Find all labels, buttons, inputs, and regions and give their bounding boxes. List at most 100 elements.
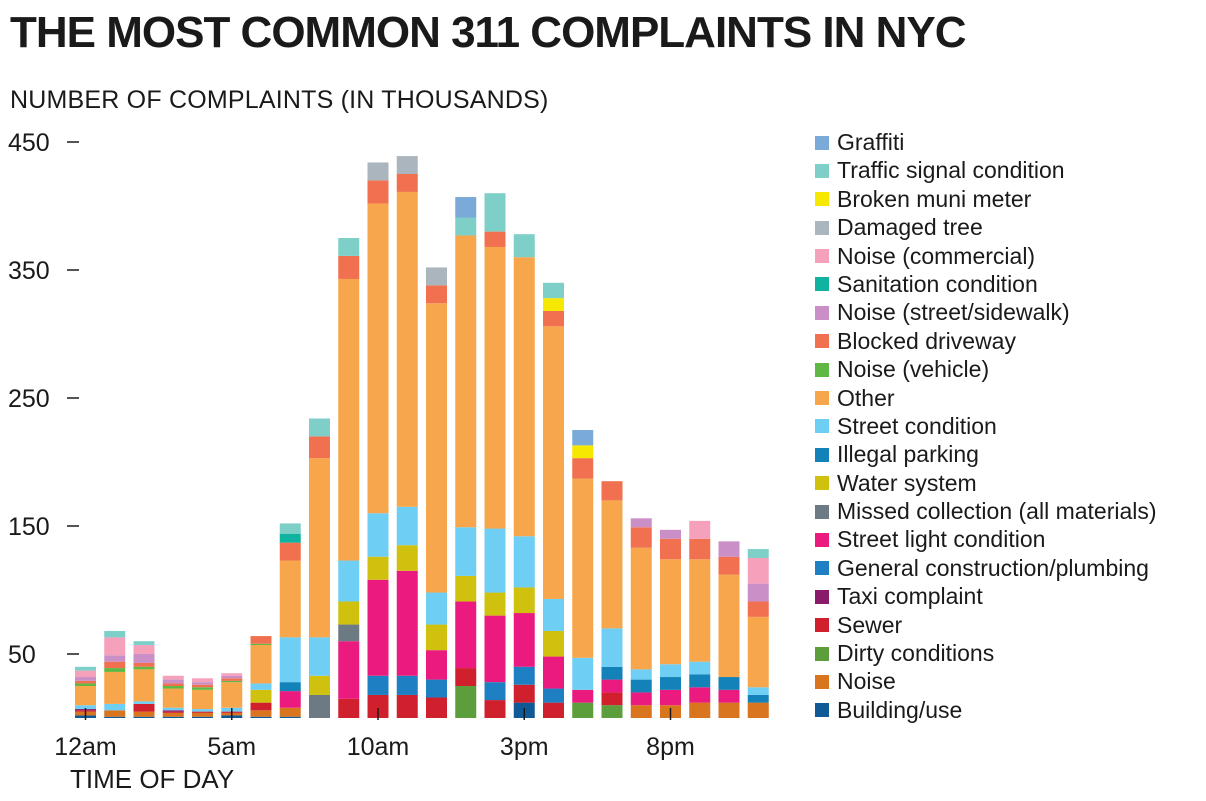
bar-segment xyxy=(572,445,594,459)
bar-segment xyxy=(338,601,360,625)
legend-swatch xyxy=(815,703,829,718)
legend-item: Graffiti xyxy=(815,128,1157,156)
bar-segment xyxy=(396,694,418,718)
legend-swatch xyxy=(815,163,829,178)
bar-segment xyxy=(104,655,126,662)
bar-segment xyxy=(221,678,243,681)
legend-item: Water system xyxy=(815,469,1157,497)
bar-segment xyxy=(104,661,126,669)
bar-segment xyxy=(192,712,213,717)
bar-segment xyxy=(601,628,623,667)
bar-segment xyxy=(309,458,330,638)
bar-segment xyxy=(75,680,96,684)
bar-segment xyxy=(426,592,447,625)
legend-item: Dirty conditions xyxy=(815,639,1157,667)
bar-segment xyxy=(309,637,330,676)
legend-swatch xyxy=(815,419,829,434)
legend-label: Other xyxy=(837,384,895,411)
bar-segment xyxy=(367,675,389,695)
bar-segment xyxy=(133,669,155,702)
bar-segment xyxy=(689,559,711,662)
bar-segment xyxy=(221,675,243,679)
legend-label: Water system xyxy=(837,469,977,496)
bar-segment xyxy=(162,710,184,712)
bar-segment xyxy=(162,688,184,708)
legend-item: Illegal parking xyxy=(815,440,1157,468)
legend-item: Traffic signal condition xyxy=(815,156,1157,184)
bar-segment xyxy=(543,688,564,703)
legend-label: Dirty conditions xyxy=(837,640,995,667)
legend-label: General construction/plumbing xyxy=(837,554,1149,581)
bar-segment xyxy=(747,694,769,703)
bar-segment xyxy=(104,671,126,704)
bar-segment xyxy=(133,662,155,667)
legend-swatch xyxy=(815,391,829,406)
bar-segment xyxy=(630,547,652,670)
bar-segment xyxy=(338,624,360,642)
bar-segment xyxy=(747,601,769,617)
bar-segment xyxy=(75,670,96,678)
bar-segment xyxy=(689,661,711,675)
legend-label: Illegal parking xyxy=(837,441,979,468)
legend-label: Sanitation condition xyxy=(837,270,1038,297)
bar-segment xyxy=(250,710,272,717)
legend-item: Noise (vehicle) xyxy=(815,355,1157,383)
bar-segment xyxy=(543,282,564,299)
bar-segment xyxy=(104,716,126,718)
bar-segment xyxy=(250,636,272,644)
legend-swatch xyxy=(815,504,829,519)
y-tick-label: 450 xyxy=(8,129,50,157)
bar-segment xyxy=(338,698,360,718)
bar-segment xyxy=(718,574,740,678)
legend-swatch xyxy=(815,476,829,491)
bar-segment xyxy=(192,682,213,685)
legend-label: Blocked driveway xyxy=(837,327,1016,354)
legend-item: Other xyxy=(815,384,1157,412)
bar-segment xyxy=(162,711,184,713)
x-tick-label: 3pm xyxy=(500,733,549,761)
bar-segment xyxy=(543,656,564,689)
bar-segment xyxy=(455,235,477,528)
legend-swatch xyxy=(815,447,829,462)
bar-segment xyxy=(75,683,96,686)
bar-segment xyxy=(396,570,418,676)
bar-segment xyxy=(630,527,652,548)
bar-segment xyxy=(601,705,623,718)
bar-segment xyxy=(484,615,506,683)
bar-segment xyxy=(367,579,389,676)
legend-item: Street light condition xyxy=(815,525,1157,553)
bar-segment xyxy=(162,716,184,718)
bar-segment xyxy=(338,641,360,699)
legend-item: Damaged tree xyxy=(815,213,1157,241)
bar-segment xyxy=(543,298,564,311)
bar-segment xyxy=(104,710,126,717)
bar-segment xyxy=(162,679,184,684)
bar-segment xyxy=(513,234,535,258)
bar-segment xyxy=(572,689,594,703)
bar-segment xyxy=(367,556,389,580)
legend-item: Missed collection (all materials) xyxy=(815,497,1157,525)
legend-swatch xyxy=(815,532,829,547)
legend-label: Noise xyxy=(837,668,896,695)
bar-segment xyxy=(338,560,360,602)
bar-segment xyxy=(747,702,769,718)
bar-segment xyxy=(747,687,769,695)
bar-segment xyxy=(75,705,96,710)
bar-segment xyxy=(455,217,477,236)
bar-segment xyxy=(689,702,711,718)
bar-segment xyxy=(718,689,740,703)
legend-swatch xyxy=(815,646,829,661)
bar-segment xyxy=(660,689,681,706)
legend-label: Sewer xyxy=(837,611,903,638)
bar-segment xyxy=(279,637,301,683)
bar-segment xyxy=(279,542,301,561)
bar-segment xyxy=(396,545,418,571)
bar-segment xyxy=(250,683,272,690)
bar-segment xyxy=(660,677,681,690)
legend-swatch xyxy=(815,589,829,604)
bar-segment xyxy=(543,702,564,718)
bar-segment xyxy=(250,689,272,703)
legend-label: Noise (vehicle) xyxy=(837,356,990,383)
legend-item: Noise xyxy=(815,667,1157,695)
